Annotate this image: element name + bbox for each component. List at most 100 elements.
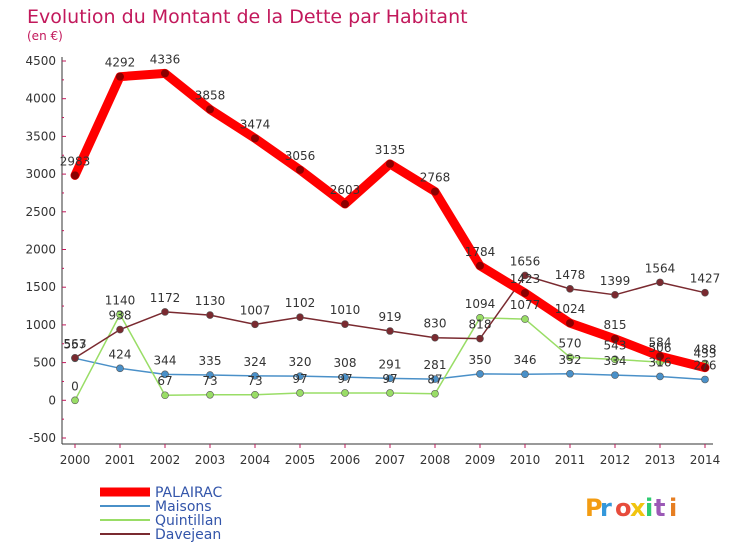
data-label-maisons: 334 bbox=[604, 354, 627, 368]
logo-letter: x bbox=[630, 494, 646, 522]
data-label-palairac: 4292 bbox=[105, 56, 136, 70]
data-label-palairac: 1423 bbox=[510, 272, 541, 286]
x-tick-label: 2000 bbox=[60, 453, 91, 467]
data-point-maisons bbox=[701, 375, 709, 384]
x-tick-label: 2010 bbox=[510, 453, 541, 467]
data-point-davejean bbox=[296, 313, 304, 322]
data-label-davejean: 1564 bbox=[645, 261, 676, 275]
data-label-quintillan: 97 bbox=[292, 372, 307, 386]
logo-letter: r bbox=[600, 494, 612, 522]
data-point-palairac bbox=[71, 171, 79, 180]
chart-title: Evolution du Montant de la Dette par Hab… bbox=[27, 6, 468, 28]
data-point-palairac bbox=[386, 159, 394, 168]
data-point-quintillan bbox=[476, 314, 484, 322]
data-label-davejean: 938 bbox=[109, 309, 132, 323]
data-point-davejean bbox=[431, 333, 439, 342]
data-label-maisons: 424 bbox=[109, 347, 132, 361]
data-label-palairac: 3056 bbox=[285, 149, 316, 163]
data-point-maisons bbox=[656, 372, 664, 381]
logo-letter: P bbox=[585, 494, 603, 522]
data-label-quintillan: 543 bbox=[604, 338, 627, 352]
x-tick-label: 2009 bbox=[465, 453, 496, 467]
data-label-davejean: 818 bbox=[469, 318, 492, 332]
data-point-quintillan bbox=[611, 355, 619, 364]
data-label-quintillan: 67 bbox=[157, 374, 172, 388]
data-point-maisons bbox=[476, 370, 484, 378]
data-point-davejean bbox=[386, 327, 394, 335]
data-point-maisons bbox=[611, 371, 619, 379]
data-point-davejean bbox=[206, 311, 214, 319]
data-label-maisons: 324 bbox=[244, 355, 267, 369]
data-label-maisons: 308 bbox=[334, 356, 357, 370]
data-label-palairac: 815 bbox=[604, 318, 627, 332]
x-tick-label: 2007 bbox=[375, 453, 406, 467]
data-point-palairac bbox=[521, 289, 529, 298]
y-tick-label: 500 bbox=[33, 356, 56, 370]
data-point-davejean bbox=[611, 291, 619, 299]
data-point-davejean bbox=[161, 308, 169, 316]
data-label-quintillan: 97 bbox=[337, 372, 352, 386]
data-point-palairac bbox=[431, 187, 439, 196]
y-tick-label: 4500 bbox=[25, 54, 56, 68]
data-label-palairac: 2983 bbox=[60, 154, 91, 168]
data-label-davejean: 830 bbox=[424, 317, 447, 331]
data-point-maisons bbox=[431, 375, 439, 383]
data-point-quintillan bbox=[386, 389, 394, 397]
data-point-palairac bbox=[611, 334, 619, 343]
data-label-maisons: 557 bbox=[64, 337, 87, 351]
data-point-maisons bbox=[251, 372, 259, 380]
data-point-palairac bbox=[341, 200, 349, 209]
data-point-quintillan bbox=[116, 310, 124, 319]
data-label-quintillan: 0 bbox=[71, 379, 79, 393]
x-tick-label: 2002 bbox=[150, 453, 181, 467]
data-point-maisons bbox=[566, 369, 574, 378]
data-point-palairac bbox=[656, 352, 664, 361]
y-axis-ticks: -500 0 500 1000 1500 2000 2500 3000 3500 4000 4500 bbox=[25, 54, 66, 445]
data-label-davejean: 1007 bbox=[240, 303, 271, 317]
data-point-quintillan bbox=[521, 315, 529, 323]
data-label-maisons: 344 bbox=[154, 353, 177, 367]
data-point-maisons bbox=[296, 372, 304, 380]
logo-letter: i bbox=[669, 494, 677, 522]
data-point-quintillan bbox=[71, 396, 79, 405]
data-label-maisons: 352 bbox=[559, 353, 582, 367]
data-label-davejean: 1102 bbox=[285, 296, 316, 310]
data-label-palairac: 4336 bbox=[150, 52, 181, 66]
data-label-davejean: 1130 bbox=[195, 294, 226, 308]
data-label-davejean: 1010 bbox=[330, 303, 361, 317]
data-point-davejean bbox=[656, 278, 664, 287]
data-label-palairac: 433 bbox=[694, 347, 717, 361]
data-point-davejean bbox=[566, 285, 574, 293]
data-point-palairac bbox=[701, 363, 709, 372]
x-tick-label: 2014 bbox=[690, 453, 721, 467]
x-tick-label: 2012 bbox=[600, 453, 631, 467]
data-point-maisons bbox=[206, 371, 214, 379]
data-point-maisons bbox=[386, 374, 394, 383]
data-label-davejean: 1478 bbox=[555, 268, 586, 282]
x-axis-ticks: 2000 2001 2002 2003 2004 2005 2006 2007 2008 2009… bbox=[60, 444, 721, 467]
x-tick-label: 2005 bbox=[285, 453, 316, 467]
y-tick-label: 0 bbox=[48, 393, 56, 407]
series-layer bbox=[70, 68, 710, 405]
data-label-quintillan: 73 bbox=[202, 374, 217, 388]
y-tick-label: 2000 bbox=[25, 243, 56, 257]
legend-label-quintillan: Quintillan bbox=[155, 513, 222, 529]
data-point-quintillan bbox=[161, 391, 169, 400]
data-label-maisons: 291 bbox=[379, 357, 402, 371]
data-point-maisons bbox=[521, 370, 529, 379]
data-point-quintillan bbox=[341, 389, 349, 397]
data-label-quintillan: 1094 bbox=[465, 297, 496, 311]
data-label-quintillan: 488 bbox=[694, 343, 717, 357]
chart-subtitle: (en €) bbox=[27, 29, 63, 43]
data-label-palairac: 2768 bbox=[420, 171, 451, 185]
data-point-palairac bbox=[206, 105, 214, 114]
x-tick-label: 2001 bbox=[105, 453, 136, 467]
data-label-maisons: 346 bbox=[514, 353, 537, 367]
data-label-davejean: 1172 bbox=[150, 291, 181, 305]
data-point-davejean bbox=[341, 320, 349, 328]
y-tick-label: 1500 bbox=[25, 280, 56, 294]
y-tick-label: -500 bbox=[29, 431, 56, 445]
x-tick-label: 2006 bbox=[330, 453, 361, 467]
data-point-palairac bbox=[116, 72, 124, 81]
